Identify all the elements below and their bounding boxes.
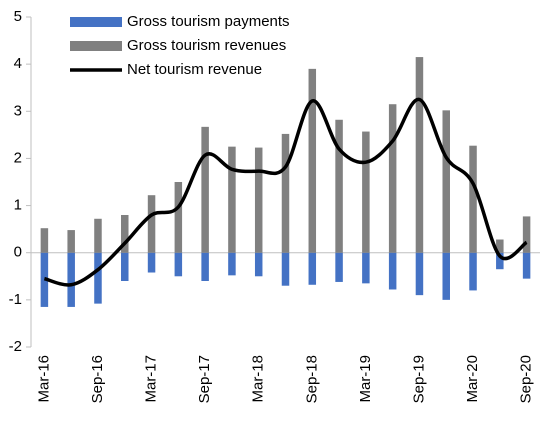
- x-tick-label: Mar-18: [250, 355, 267, 403]
- bar: [147, 252, 156, 273]
- x-tick-label: Sep-17: [196, 355, 213, 403]
- bar: [362, 252, 370, 284]
- bar: [469, 252, 477, 291]
- bar: [121, 215, 129, 253]
- y-tick-label: 5: [14, 8, 22, 25]
- bar: [388, 104, 397, 253]
- legend-label: Gross tourism revenues: [127, 37, 286, 54]
- bar: [362, 131, 370, 253]
- bar: [496, 252, 504, 270]
- line: [43, 97, 528, 287]
- bar: [67, 230, 75, 253]
- bar: [442, 252, 450, 300]
- bar: [201, 252, 209, 281]
- legend-swatch: [70, 17, 122, 27]
- legend-label: Net tourism revenue: [127, 61, 262, 78]
- bar: [121, 252, 129, 281]
- bar: [415, 252, 424, 296]
- x-tick-label: Mar-16: [35, 355, 52, 403]
- y-tick-label: 2: [14, 149, 22, 166]
- x-tick-label: Mar-20: [464, 355, 481, 403]
- bar: [335, 119, 343, 253]
- bar: [308, 252, 317, 285]
- bar: [201, 126, 209, 253]
- y-tick-label: 0: [14, 244, 22, 261]
- x-tick-label: Sep-18: [303, 355, 320, 403]
- bar: [469, 145, 477, 253]
- x-tick-label: Sep-19: [410, 355, 427, 403]
- bar: [442, 110, 450, 253]
- bar: [335, 252, 343, 282]
- legend-swatch: [70, 41, 122, 51]
- bar: [308, 68, 317, 253]
- y-tick-label: 1: [14, 197, 22, 214]
- bar: [522, 216, 531, 253]
- bar: [67, 252, 75, 307]
- bar: [522, 252, 531, 279]
- y-tick-label: -1: [9, 291, 22, 308]
- bar: [228, 252, 236, 276]
- bar: [496, 239, 504, 253]
- bar: [254, 147, 263, 253]
- bar: [174, 182, 183, 253]
- x-tick-label: Sep-16: [89, 355, 106, 403]
- bar: [147, 195, 156, 253]
- legend-label: Gross tourism payments: [127, 13, 290, 30]
- bar: [415, 57, 424, 253]
- x-tick-label: Mar-19: [357, 355, 374, 403]
- bar: [281, 133, 290, 253]
- y-tick-label: 4: [14, 55, 22, 72]
- bar: [281, 252, 290, 286]
- bar: [228, 146, 236, 253]
- bar: [40, 228, 49, 253]
- bar: [174, 252, 183, 277]
- bar: [94, 252, 102, 304]
- bar: [94, 218, 102, 253]
- bar: [254, 252, 263, 277]
- x-tick-label: Sep-20: [518, 355, 535, 403]
- x-tick-label: Mar-17: [143, 355, 160, 403]
- bar: [388, 252, 397, 290]
- y-tick-label: 3: [14, 102, 22, 119]
- y-tick-label: -2: [9, 338, 22, 355]
